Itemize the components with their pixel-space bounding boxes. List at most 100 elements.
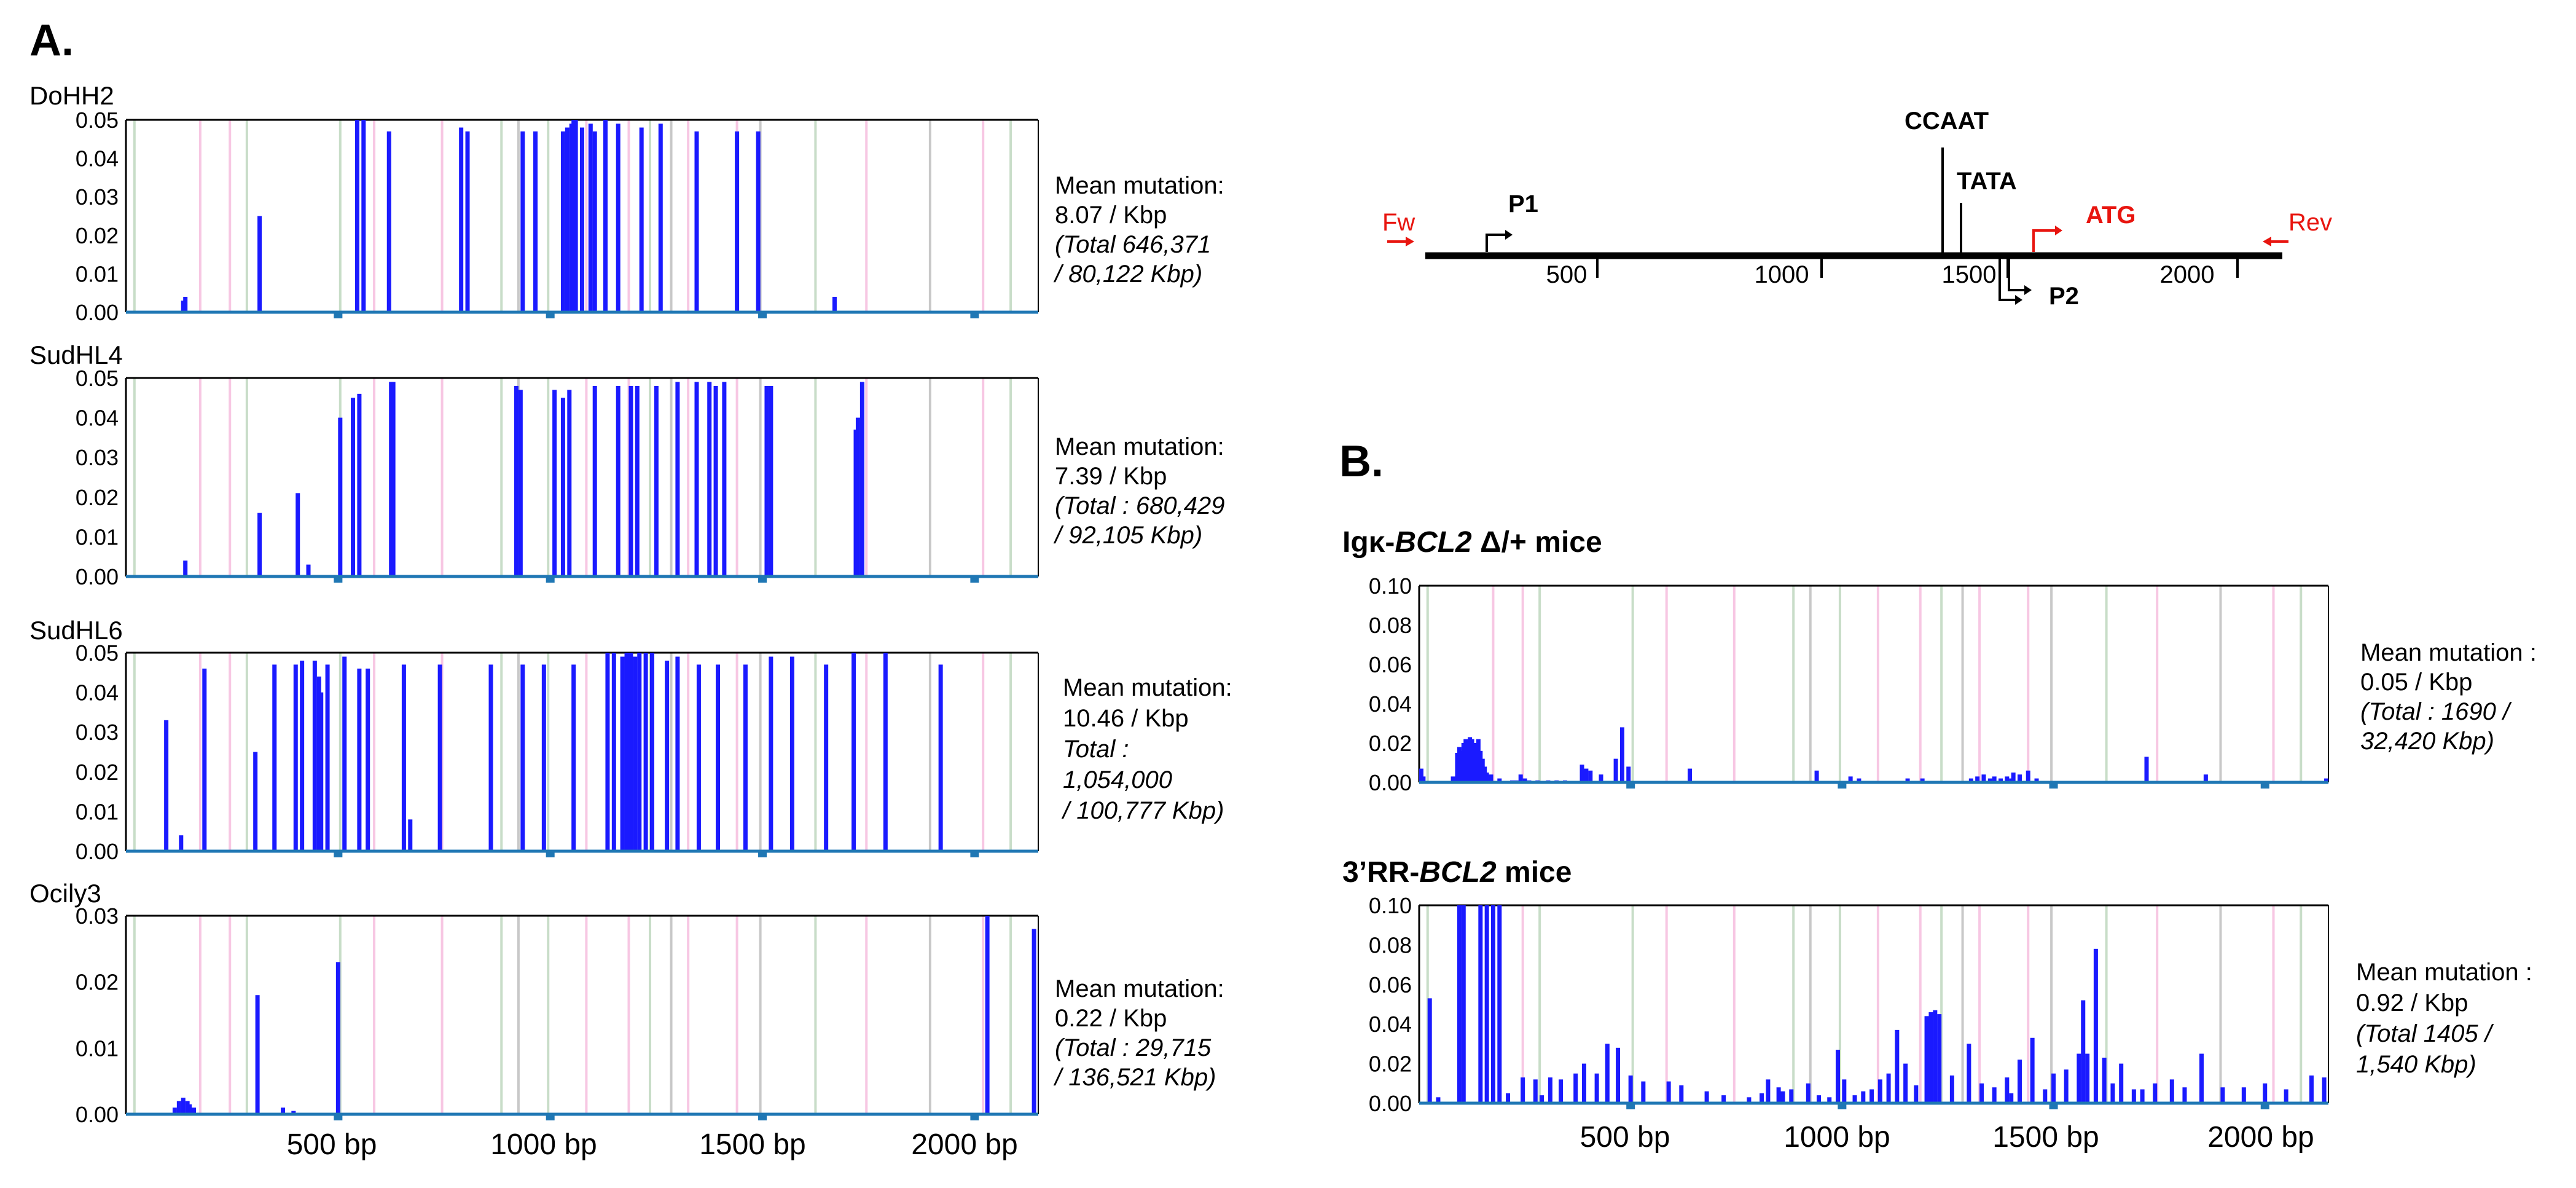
data-bar xyxy=(603,120,608,312)
mean-mutation-text: / 92,105 Kbp) xyxy=(1053,522,1202,549)
y-tick-label: 0.01 xyxy=(76,1036,119,1061)
data-bar xyxy=(1518,774,1523,782)
ccaat-label: CCAAT xyxy=(1905,108,1989,135)
data-bar xyxy=(883,653,888,851)
data-bar xyxy=(2017,774,2022,782)
y-tick-label: 0.01 xyxy=(76,799,119,824)
data-bar xyxy=(2093,948,2098,1103)
data-bar xyxy=(1806,1083,1811,1103)
data-bar xyxy=(1852,1095,1857,1103)
data-bar xyxy=(281,1107,286,1114)
data-bar xyxy=(1521,1077,1525,1103)
data-bar xyxy=(1780,1091,1785,1103)
atg-arrow xyxy=(2032,229,2055,252)
chart-3rr-bcl2: 0.00 0.02 0.04 0.06 0.08 0.10 3’RR-BCL2 mice Me… xyxy=(1342,856,2532,1116)
data-bar xyxy=(2005,776,2010,782)
mean-mutation-text: 7.39 / Kbp xyxy=(1055,463,1167,490)
data-bar xyxy=(1933,1010,1938,1103)
data-bar xyxy=(1427,998,1432,1103)
p1-arrowhead xyxy=(1505,230,1513,240)
data-bar xyxy=(649,653,654,851)
data-bar xyxy=(1489,774,1494,782)
data-bar xyxy=(665,660,670,851)
y-tick-label: 0.04 xyxy=(76,406,119,431)
y-tick-label: 0.03 xyxy=(76,720,119,745)
data-bar xyxy=(2030,1037,2035,1103)
data-bar xyxy=(187,1104,192,1114)
data-bar xyxy=(1968,778,1973,782)
data-bar xyxy=(1999,778,2003,782)
x-axis-tick xyxy=(546,312,555,318)
data-bar xyxy=(1421,776,1426,782)
data-bar xyxy=(694,382,699,576)
data-bar xyxy=(1987,778,1992,782)
data-bar xyxy=(1626,766,1631,782)
data-bar xyxy=(1928,1012,1933,1103)
y-tick-label: 0.10 xyxy=(1369,573,1412,599)
data-bar xyxy=(1506,1093,1511,1103)
x-axis-ticks-b: 500 bp 1000 bp 1500 bp 2000 bp xyxy=(1580,1121,2314,1154)
data-bar xyxy=(588,124,593,312)
mean-mutation-text: Mean mutation: xyxy=(1055,172,1224,199)
scale-label-2000: 2000 xyxy=(2160,261,2215,288)
data-bar xyxy=(408,819,413,851)
data-bar xyxy=(2085,1053,2090,1103)
mean-mutation-text: (Total : 680,429 xyxy=(1055,492,1225,519)
data-bar xyxy=(459,127,464,312)
y-tick-label: 0.00 xyxy=(76,839,119,864)
x-axis-tick xyxy=(2260,782,2269,789)
data-bar xyxy=(1857,778,1862,782)
data-bar xyxy=(342,656,347,851)
data-bar xyxy=(571,664,576,851)
data-bar xyxy=(361,120,366,312)
data-bar xyxy=(2153,1083,2158,1103)
data-bar xyxy=(1450,776,1455,782)
data-bar xyxy=(183,561,188,576)
data-bar xyxy=(401,664,406,851)
data-bar xyxy=(1497,905,1502,1103)
data-bar xyxy=(1533,1079,1538,1103)
chart-title-part: BCL2 xyxy=(1395,526,1472,559)
data-bar xyxy=(1497,778,1502,782)
data-bar xyxy=(1975,776,1980,782)
chart-title: SudHL4 xyxy=(29,340,123,369)
data-bar xyxy=(306,564,311,576)
data-bar xyxy=(1704,1091,1709,1103)
data-bar xyxy=(354,120,359,312)
data-bar xyxy=(628,385,633,576)
data-bar xyxy=(291,1111,296,1114)
tata-label: TATA xyxy=(1957,168,2017,195)
data-bar xyxy=(2182,1087,2187,1103)
data-bar xyxy=(1949,1075,1954,1103)
mean-mutation-text: (Total : 1690 / xyxy=(2360,698,2512,725)
mean-mutation-text: / 136,521 Kbp) xyxy=(1053,1064,1216,1091)
data-bar xyxy=(1580,765,1584,782)
data-bar xyxy=(769,656,773,851)
data-bar xyxy=(639,127,644,312)
x-tick-label: 500 bp xyxy=(287,1128,377,1161)
y-tick-label: 0.01 xyxy=(76,524,119,549)
data-bar xyxy=(312,660,317,851)
x-axis-tick xyxy=(758,576,767,583)
data-bar xyxy=(1747,1097,1752,1103)
data-bar xyxy=(560,398,565,576)
data-bar xyxy=(1835,1050,1840,1103)
data-bar xyxy=(675,382,680,576)
data-bar xyxy=(357,668,362,851)
y-tick-label: 0.08 xyxy=(1369,932,1412,958)
data-bar xyxy=(1613,758,1618,782)
y-tick-label: 0.05 xyxy=(76,366,119,391)
mean-mutation-text: (Total 1405 / xyxy=(2356,1020,2494,1047)
atg-label: ATG xyxy=(2086,202,2136,229)
chart-title: DoHH2 xyxy=(29,81,114,110)
data-bar xyxy=(2284,1089,2288,1103)
data-bar xyxy=(1895,1029,1900,1103)
data-bar xyxy=(1967,1044,1971,1103)
data-bar xyxy=(824,664,829,851)
data-bar xyxy=(2140,1089,2145,1103)
data-bar xyxy=(2199,1053,2204,1103)
x-axis-tick xyxy=(334,312,343,318)
y-tick-label: 0.04 xyxy=(76,680,119,706)
data-bar xyxy=(1540,1095,1544,1103)
